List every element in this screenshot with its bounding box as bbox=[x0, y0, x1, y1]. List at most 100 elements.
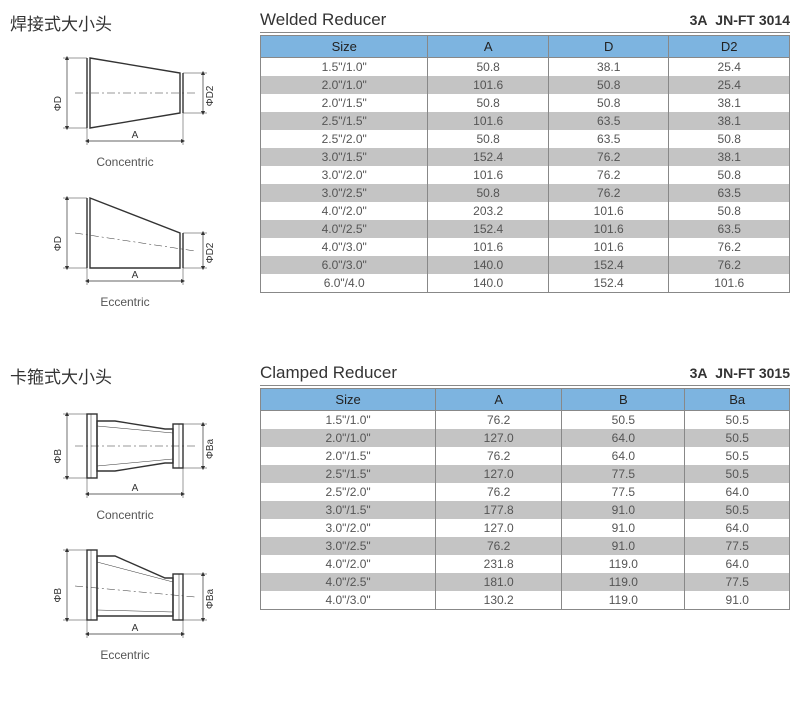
clamped-diagram-column: 卡箍式大小头 ΦB ΦBa bbox=[10, 363, 240, 676]
table-cell: 119.0 bbox=[562, 573, 685, 591]
table-cell: 50.8 bbox=[428, 130, 549, 148]
table-cell: 63.5 bbox=[548, 130, 669, 148]
welded-concentric-caption: Concentric bbox=[10, 155, 240, 169]
svg-text:ΦB: ΦB bbox=[53, 588, 64, 603]
table-row: 6.0"/3.0"140.0152.476.2 bbox=[261, 256, 790, 274]
welded-eccentric-diagram: ΦD ΦD2 A bbox=[25, 183, 225, 293]
table-cell: 64.0 bbox=[685, 483, 790, 501]
table-cell: 50.5 bbox=[685, 501, 790, 519]
table-cell: 76.2 bbox=[669, 238, 790, 256]
table-cell: 130.2 bbox=[436, 591, 562, 610]
table-row: 4.0"/2.5"181.0119.077.5 bbox=[261, 573, 790, 591]
table-cell: 6.0"/3.0" bbox=[261, 256, 428, 274]
table-cell: 101.6 bbox=[548, 202, 669, 220]
table-row: 2.0"/1.0"127.064.050.5 bbox=[261, 429, 790, 447]
table-cell: 77.5 bbox=[562, 465, 685, 483]
table-row: 4.0"/2.0"203.2101.650.8 bbox=[261, 202, 790, 220]
table-row: 1.5"/1.0"50.838.125.4 bbox=[261, 58, 790, 77]
welded-code: 3A JN-FT 3014 bbox=[690, 12, 790, 28]
table-cell: 4.0"/2.0" bbox=[261, 202, 428, 220]
table-cell: 2.5"/1.5" bbox=[261, 112, 428, 130]
table-cell: 91.0 bbox=[562, 519, 685, 537]
table-row: 4.0"/2.0"231.8119.064.0 bbox=[261, 555, 790, 573]
table-cell: 203.2 bbox=[428, 202, 549, 220]
table-cell: 64.0 bbox=[562, 429, 685, 447]
clamped-eccentric-caption: Eccentric bbox=[10, 648, 240, 662]
clamped-eccentric-diagram: ΦB ΦBa A bbox=[25, 536, 225, 646]
table-cell: 3.0"/2.5" bbox=[261, 184, 428, 202]
table-cell: 50.8 bbox=[428, 94, 549, 112]
table-cell: 4.0"/3.0" bbox=[261, 238, 428, 256]
table-cell: 231.8 bbox=[436, 555, 562, 573]
svg-text:A: A bbox=[132, 623, 139, 634]
table-cell: 76.2 bbox=[548, 166, 669, 184]
table-cell: 101.6 bbox=[428, 76, 549, 94]
table-column-header: A bbox=[428, 36, 549, 58]
table-cell: 77.5 bbox=[685, 537, 790, 555]
table-cell: 50.8 bbox=[669, 130, 790, 148]
table-cell: 2.0"/1.0" bbox=[261, 429, 436, 447]
table-cell: 152.4 bbox=[428, 148, 549, 166]
clamped-cn-title: 卡箍式大小头 bbox=[10, 363, 240, 388]
clamped-code: 3A JN-FT 3015 bbox=[690, 365, 790, 381]
table-cell: 25.4 bbox=[669, 58, 790, 77]
table-cell: 3.0"/1.5" bbox=[261, 148, 428, 166]
table-cell: 119.0 bbox=[562, 555, 685, 573]
table-cell: 140.0 bbox=[428, 256, 549, 274]
dim-label-d: ΦD bbox=[53, 96, 64, 111]
table-cell: 101.6 bbox=[428, 166, 549, 184]
table-cell: 3.0"/2.5" bbox=[261, 537, 436, 555]
table-cell: 91.0 bbox=[562, 501, 685, 519]
table-cell: 4.0"/2.5" bbox=[261, 220, 428, 238]
table-cell: 181.0 bbox=[436, 573, 562, 591]
svg-text:ΦD: ΦD bbox=[53, 236, 64, 251]
table-cell: 38.1 bbox=[669, 148, 790, 166]
table-row: 2.0"/1.5"76.264.050.5 bbox=[261, 447, 790, 465]
welded-table-head-row: SizeADD2 bbox=[261, 36, 790, 58]
table-cell: 76.2 bbox=[548, 184, 669, 202]
table-column-header: Size bbox=[261, 36, 428, 58]
table-row: 4.0"/3.0"101.6101.676.2 bbox=[261, 238, 790, 256]
table-row: 6.0"/4.0140.0152.4101.6 bbox=[261, 274, 790, 293]
welded-cn-title: 焊接式大小头 bbox=[10, 10, 240, 35]
table-cell: 50.5 bbox=[685, 465, 790, 483]
table-row: 4.0"/2.5"152.4101.663.5 bbox=[261, 220, 790, 238]
welded-table-column: Welded Reducer 3A JN-FT 3014 SizeADD2 1.… bbox=[260, 10, 790, 323]
table-row: 3.0"/1.5"152.476.238.1 bbox=[261, 148, 790, 166]
table-row: 2.5"/1.5"127.077.550.5 bbox=[261, 465, 790, 483]
table-cell: 119.0 bbox=[562, 591, 685, 610]
clamped-reducer-section: 卡箍式大小头 ΦB ΦBa bbox=[10, 363, 790, 676]
table-row: 3.0"/2.0"127.091.064.0 bbox=[261, 519, 790, 537]
table-cell: 2.0"/1.5" bbox=[261, 94, 428, 112]
table-cell: 76.2 bbox=[669, 256, 790, 274]
table-cell: 91.0 bbox=[562, 537, 685, 555]
table-column-header: D bbox=[548, 36, 669, 58]
welded-table-header: Welded Reducer 3A JN-FT 3014 bbox=[260, 10, 790, 33]
clamped-en-title: Clamped Reducer bbox=[260, 363, 397, 383]
welded-concentric-diagram: ΦD ΦD2 A bbox=[25, 43, 225, 153]
table-cell: 3.0"/2.0" bbox=[261, 166, 428, 184]
table-cell: 3.0"/2.0" bbox=[261, 519, 436, 537]
table-row: 3.0"/1.5"177.891.050.5 bbox=[261, 501, 790, 519]
clamped-concentric-caption: Concentric bbox=[10, 508, 240, 522]
table-cell: 2.0"/1.5" bbox=[261, 447, 436, 465]
table-cell: 38.1 bbox=[548, 58, 669, 77]
table-cell: 77.5 bbox=[685, 573, 790, 591]
table-cell: 63.5 bbox=[669, 184, 790, 202]
table-cell: 50.5 bbox=[685, 411, 790, 430]
table-row: 2.0"/1.0"101.650.825.4 bbox=[261, 76, 790, 94]
table-cell: 2.5"/2.0" bbox=[261, 130, 428, 148]
table-cell: 76.2 bbox=[436, 537, 562, 555]
table-column-header: D2 bbox=[669, 36, 790, 58]
table-row: 2.0"/1.5"50.850.838.1 bbox=[261, 94, 790, 112]
table-cell: 63.5 bbox=[548, 112, 669, 130]
table-row: 4.0"/3.0"130.2119.091.0 bbox=[261, 591, 790, 610]
table-cell: 50.8 bbox=[428, 58, 549, 77]
table-cell: 50.8 bbox=[548, 76, 669, 94]
table-column-header: B bbox=[562, 389, 685, 411]
table-cell: 76.2 bbox=[548, 148, 669, 166]
table-cell: 101.6 bbox=[548, 220, 669, 238]
table-cell: 2.5"/2.0" bbox=[261, 483, 436, 501]
table-cell: 64.0 bbox=[685, 519, 790, 537]
svg-text:ΦB: ΦB bbox=[53, 449, 64, 464]
